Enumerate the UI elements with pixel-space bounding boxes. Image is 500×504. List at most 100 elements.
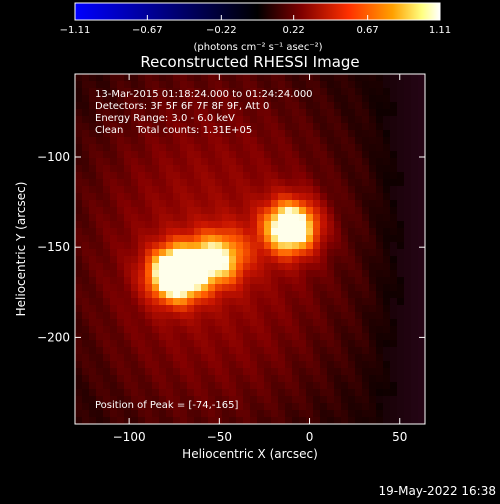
- heatmap-cell: [222, 158, 230, 166]
- heatmap-cell: [299, 214, 307, 222]
- heatmap-cell: [362, 382, 370, 390]
- heatmap-cell: [159, 74, 167, 82]
- heatmap-cell: [187, 200, 195, 208]
- heatmap-cell: [257, 214, 265, 222]
- heatmap-cell: [348, 123, 356, 131]
- heatmap-cell: [166, 291, 174, 299]
- heatmap-cell: [313, 389, 321, 397]
- heatmap-cell: [411, 291, 419, 299]
- heatmap-cell: [390, 284, 398, 292]
- heatmap-cell: [159, 375, 167, 383]
- heatmap-cell: [369, 361, 377, 369]
- heatmap-cell: [250, 368, 258, 376]
- heatmap-cell: [110, 270, 118, 278]
- heatmap-cell: [124, 319, 132, 327]
- heatmap-cell: [138, 347, 146, 355]
- heatmap-cell: [82, 123, 90, 131]
- heatmap-cell: [411, 354, 419, 362]
- heatmap-cell: [75, 221, 83, 229]
- heatmap-cell: [131, 137, 139, 145]
- heatmap-cell: [264, 354, 272, 362]
- heatmap-cell: [96, 417, 104, 424]
- heatmap-cell: [201, 165, 209, 173]
- heatmap-cell: [292, 389, 300, 397]
- heatmap-cell: [376, 396, 384, 404]
- heatmap-cell: [208, 214, 216, 222]
- heatmap-cell: [236, 81, 244, 89]
- heatmap-cell: [341, 333, 349, 341]
- heatmap-cell: [320, 221, 328, 229]
- heatmap-cell: [376, 102, 384, 110]
- heatmap-cell: [306, 172, 314, 180]
- heatmap-cell: [166, 172, 174, 180]
- heatmap-cell: [110, 319, 118, 327]
- heatmap-cell: [299, 172, 307, 180]
- heatmap-cell: [376, 291, 384, 299]
- heatmap-cell: [264, 186, 272, 194]
- heatmap-cell: [236, 130, 244, 138]
- heatmap-cell: [411, 417, 419, 424]
- heatmap-cell: [103, 270, 111, 278]
- heatmap-cell: [348, 340, 356, 348]
- heatmap-cell: [341, 270, 349, 278]
- heatmap-cell: [313, 81, 321, 89]
- heatmap-cell: [103, 102, 111, 110]
- heatmap-cell: [355, 291, 363, 299]
- heatmap-cell: [320, 249, 328, 257]
- heatmap-cell: [271, 312, 279, 320]
- heatmap-cell: [145, 207, 153, 215]
- heatmap-cell: [292, 81, 300, 89]
- heatmap-cell: [334, 207, 342, 215]
- heatmap-cell: [397, 165, 405, 173]
- heatmap-cell: [390, 277, 398, 285]
- heatmap-cell: [292, 172, 300, 180]
- heatmap-cell: [152, 137, 160, 145]
- heatmap-cell: [292, 179, 300, 187]
- heatmap-cell: [383, 165, 391, 173]
- heatmap-cell: [341, 277, 349, 285]
- heatmap-cell: [138, 354, 146, 362]
- heatmap-cell: [75, 305, 83, 313]
- heatmap-cell: [299, 123, 307, 131]
- heatmap-cell: [418, 207, 425, 215]
- heatmap-cell: [243, 193, 251, 201]
- heatmap-cell: [369, 116, 377, 124]
- heatmap-cell: [222, 186, 230, 194]
- heatmap-cell: [124, 95, 132, 103]
- heatmap-cell: [187, 263, 195, 271]
- heatmap-cell: [397, 368, 405, 376]
- heatmap-cell: [285, 95, 293, 103]
- heatmap-cell: [278, 158, 286, 166]
- heatmap-cell: [82, 102, 90, 110]
- heatmap-cell: [390, 158, 398, 166]
- heatmap-cell: [397, 116, 405, 124]
- heatmap-cell: [341, 382, 349, 390]
- heatmap-cell: [320, 88, 328, 96]
- heatmap-cell: [138, 200, 146, 208]
- heatmap-cell: [327, 389, 335, 397]
- heatmap-cell: [334, 403, 342, 411]
- heatmap-cell: [82, 396, 90, 404]
- heatmap-cell: [145, 333, 153, 341]
- heatmap-cell: [75, 144, 83, 152]
- heatmap-cell: [264, 410, 272, 418]
- heatmap-cell: [271, 95, 279, 103]
- heatmap-cell: [278, 242, 286, 250]
- heatmap-cell: [229, 235, 237, 243]
- heatmap-cell: [96, 326, 104, 334]
- heatmap-cell: [201, 312, 209, 320]
- heatmap-cell: [110, 214, 118, 222]
- heatmap-cell: [306, 207, 314, 215]
- heatmap-cell: [124, 291, 132, 299]
- heatmap-cell: [271, 137, 279, 145]
- heatmap-cell: [250, 151, 258, 159]
- heatmap-cell: [187, 228, 195, 236]
- heatmap-cell: [201, 179, 209, 187]
- heatmap-cell: [166, 382, 174, 390]
- heatmap-cell: [208, 284, 216, 292]
- heatmap-cell: [411, 235, 419, 243]
- heatmap-cell: [313, 291, 321, 299]
- heatmap-cell: [404, 396, 412, 404]
- heatmap-cell: [173, 221, 181, 229]
- heatmap-cell: [292, 340, 300, 348]
